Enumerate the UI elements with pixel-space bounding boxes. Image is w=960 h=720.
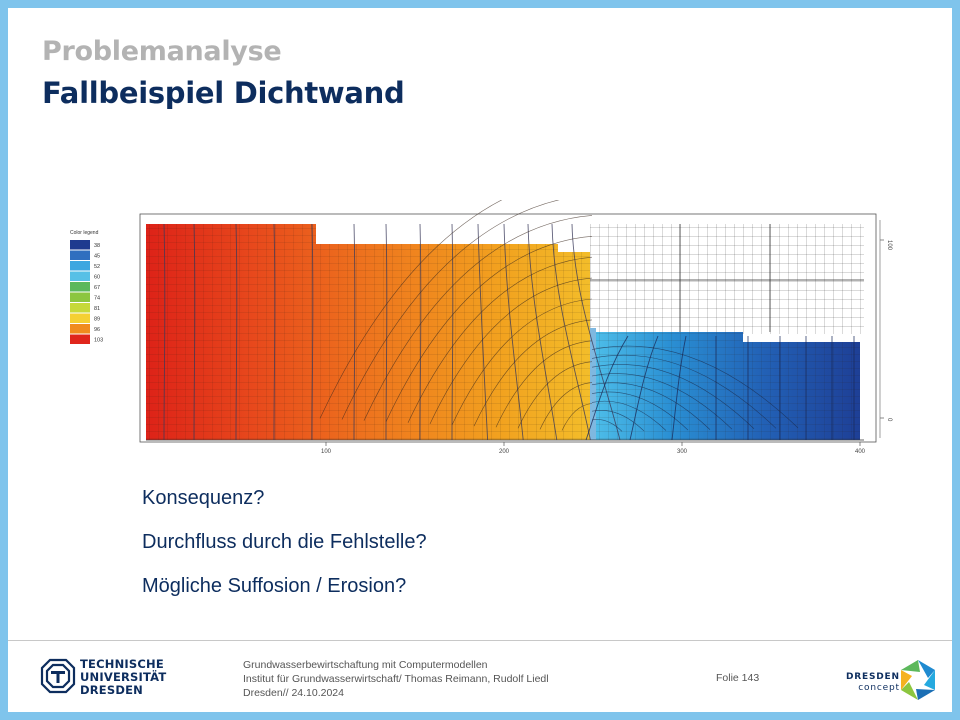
legend-swatch <box>70 303 90 313</box>
bullet-list: Konsequenz? Durchfluss durch die Fehlste… <box>142 476 427 608</box>
legend-swatch <box>70 282 90 292</box>
color-legend: Color legend 38 45 52 60 67 74 81 89 96 103 <box>70 230 104 357</box>
tu-line: TECHNISCHE <box>80 657 164 671</box>
tu-line: UNIVERSITÄT <box>80 670 167 684</box>
legend-swatch <box>70 240 90 250</box>
dresden-concept-logo-icon <box>896 658 940 707</box>
bullet-item: Mögliche Suffosion / Erosion? <box>142 575 407 597</box>
legend-swatch <box>70 313 90 323</box>
legend-label: 103 <box>94 338 103 344</box>
tu-line: DRESDEN <box>80 683 143 697</box>
footer-course: Grundwasserbewirtschaftung mit Computerm… <box>243 659 488 671</box>
color-legend-svg: Color legend 38 45 52 60 67 74 81 89 96 103 <box>70 230 103 344</box>
dd-line: concept <box>858 683 900 693</box>
legend-swatch <box>70 250 90 260</box>
y-tick-label: 100 <box>886 240 892 251</box>
equipotential-lines <box>163 223 855 441</box>
legend-label: 38 <box>94 243 100 249</box>
x-tick-label: 400 <box>855 449 866 455</box>
slide-title: Fallbeispiel Dichtwand <box>42 76 405 110</box>
footer-date: Dresden// 24.10.2024 <box>243 687 344 699</box>
slide-number: Folie 143 <box>716 672 760 684</box>
legend-swatch <box>70 334 90 344</box>
groundwater-model-plot: 100 200 300 400 100 0 <box>139 173 892 455</box>
legend-swatch <box>70 261 90 271</box>
legend-label: 74 <box>94 296 100 302</box>
model-domain <box>139 213 877 443</box>
legend-label: 96 <box>94 327 100 333</box>
legend-label: 45 <box>94 254 100 260</box>
legend-swatch <box>70 292 90 302</box>
sealing-wall <box>590 328 596 440</box>
slide: Problemanalyse Fallbeispiel Dichtwand Co… <box>8 8 952 712</box>
dd-line: DRESDEN <box>846 672 900 682</box>
x-tick-label: 200 <box>499 449 510 455</box>
legend-label: 89 <box>94 317 100 323</box>
footer-institute: Institut für Grundwasserwirtschaft/ Thom… <box>243 673 549 685</box>
legend-swatch <box>70 324 90 334</box>
x-tick-label: 100 <box>321 449 332 455</box>
dresden-concept-wordmark: DRESDEN concept <box>846 672 900 694</box>
legend-label: 81 <box>94 306 100 312</box>
legend-label: 60 <box>94 275 100 281</box>
x-tick-label: 300 <box>677 449 688 455</box>
legend-label: 67 <box>94 285 100 291</box>
tu-dresden-wordmark: TECHNISCHE UNIVERSITÄT DRESDEN <box>80 658 166 697</box>
footer-divider <box>8 640 952 641</box>
bullet-item: Durchfluss durch die Fehlstelle? <box>142 531 427 553</box>
y-tick-label: 0 <box>886 418 892 422</box>
legend-title: Color legend <box>70 230 99 236</box>
footer-info: Grundwasserbewirtschaftung mit Computerm… <box>243 658 549 700</box>
simulation-figure: 100 200 300 400 100 0 <box>68 173 908 475</box>
legend-swatch <box>70 271 90 281</box>
tu-dresden-logo-icon <box>38 656 78 701</box>
slide-subtitle: Problemanalyse <box>42 36 282 67</box>
axis-ticks: 100 200 300 400 100 0 <box>321 239 892 455</box>
legend-label: 52 <box>94 264 100 270</box>
bullet-item: Konsequenz? <box>142 487 265 509</box>
